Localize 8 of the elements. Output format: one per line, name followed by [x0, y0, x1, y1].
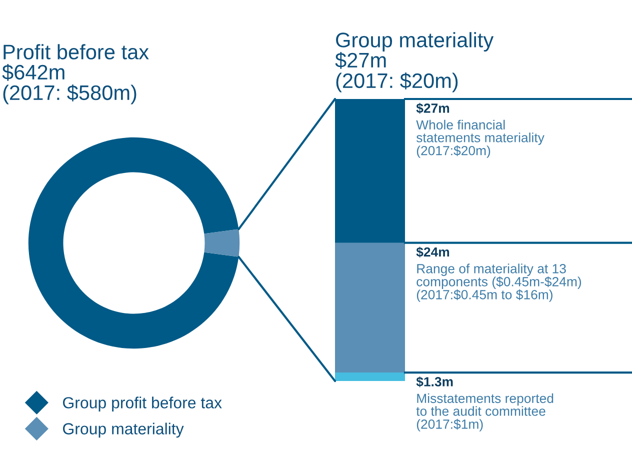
- chart-title: Profit before tax $642m (2017: $580m): [2, 44, 149, 104]
- legend-label: Group profit before tax: [63, 396, 222, 412]
- text: $24m Range of materiality at 13 components ($0.45m-$24m) (2017:$0.45m to $16m): [416, 246, 582, 302]
- chart-title: Group materiality $27m (2017: $20m): [335, 32, 494, 92]
- text: $27m Whole financial statements materiality (2017:$20m): [416, 102, 544, 158]
- text: $1.3m Misstatements reported to the audit committee (2017:$1m): [416, 376, 554, 432]
- legend-label: Group materiality: [63, 422, 184, 438]
- donut-slice: [204, 229, 240, 257]
